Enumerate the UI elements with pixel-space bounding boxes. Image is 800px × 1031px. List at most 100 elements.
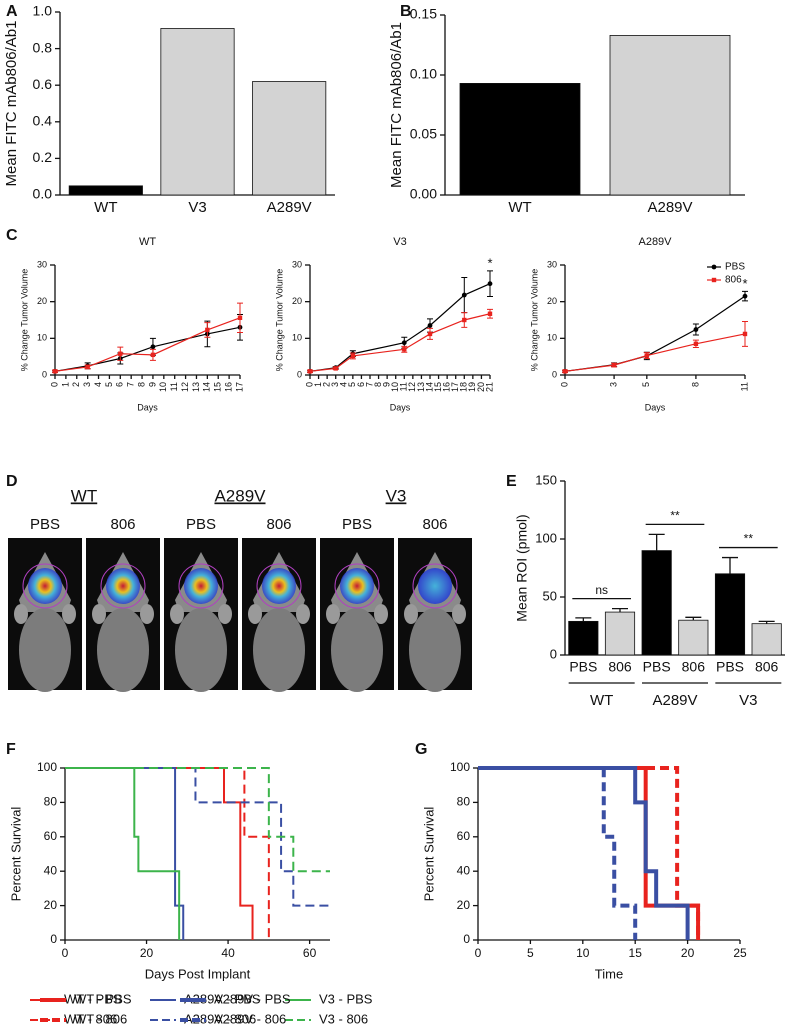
x-tick-label: 12 [407, 382, 417, 392]
point [562, 369, 568, 374]
y-tick-label: 0.4 [33, 113, 53, 129]
bar [160, 28, 235, 196]
bar [678, 619, 709, 656]
y-tick-label: 80 [44, 795, 58, 809]
x-tick-label: 0 [475, 946, 482, 960]
group-label: A289V [652, 692, 697, 709]
x-tick-label: 1 [60, 382, 70, 387]
group-label: A289V [214, 486, 266, 505]
y-tick-label: 80 [457, 795, 471, 809]
point [333, 366, 338, 371]
x-tick-label: 3 [608, 382, 618, 387]
y-axis-label: Percent Survival [421, 807, 436, 902]
point [150, 352, 156, 358]
mouse-shoulder [404, 604, 418, 624]
x-tick-label: 40 [221, 946, 235, 960]
treatment-label: 806 [422, 516, 447, 533]
legend-label: WT - 806 [64, 1011, 117, 1026]
y-axis-label: % Change Tumor Volume [274, 269, 284, 372]
y-tick-label: 0.6 [33, 76, 53, 92]
x-tick-label: 0 [49, 382, 59, 387]
y-tick-label: 0.0 [33, 186, 53, 202]
y-tick-label: 0.05 [410, 126, 437, 142]
x-tick-label: 3 [82, 382, 92, 387]
mouse-shoulder [374, 604, 388, 624]
survival-line [65, 767, 330, 873]
group-label: V3 [386, 486, 407, 505]
chart-title: WT [139, 236, 156, 248]
treatment-label: PBS [186, 516, 216, 533]
point [401, 340, 407, 346]
treatment-label: 806 [110, 516, 135, 533]
x-tick-label: 20 [681, 946, 695, 960]
y-tick-label: 20 [44, 898, 58, 912]
x-tick-label: 5 [641, 382, 651, 387]
survival-line [65, 767, 185, 940]
error-bar [612, 607, 628, 613]
roi-circle [412, 563, 458, 609]
roi-circle [100, 563, 146, 609]
x-tick-label: 5 [527, 946, 534, 960]
y-tick-label: 50 [543, 588, 557, 603]
survival-line [478, 766, 701, 940]
point [644, 353, 650, 358]
x-tick-label: 0 [62, 946, 69, 960]
x-tick-label: 9 [382, 382, 392, 387]
y-tick-label: 20 [292, 296, 302, 306]
x-tick-label: 21 [484, 382, 494, 392]
roi-circle [334, 563, 380, 609]
y-axis-label: % Change Tumor Volume [529, 269, 539, 372]
point [118, 351, 123, 356]
y-axis-label: Mean FITC mAb806/Ab1 [388, 22, 405, 188]
y-axis-label: Mean FITC mAb806/Ab1 [3, 21, 20, 187]
x-tick-label: WT [508, 199, 531, 216]
treatment-label: 806 [266, 516, 291, 533]
x-tick-label: 16 [442, 382, 452, 392]
point [461, 292, 467, 298]
survival-line [65, 767, 181, 940]
panel-label: C [6, 227, 18, 244]
y-axis-label: Mean ROI (pmol) [514, 514, 530, 621]
survival-line [478, 766, 638, 940]
x-tick-label: 4 [339, 382, 349, 387]
y-tick-label: 0.00 [410, 186, 437, 202]
mouse-shoulder [92, 604, 106, 624]
point [52, 369, 58, 374]
panel-label: B [400, 3, 412, 20]
y-tick-label: 20 [37, 296, 47, 306]
mouse-shoulder [248, 604, 262, 624]
x-axis-label: Days Post Implant [145, 966, 251, 981]
bar [252, 81, 327, 196]
x-tick-label: A289V [647, 199, 692, 216]
series-line [54, 317, 241, 372]
treatment-label: PBS [342, 516, 372, 533]
legend-label: A289V - 806 [214, 1011, 286, 1026]
bar [641, 550, 672, 656]
legend-marker [711, 264, 717, 270]
x-tick-label: 15 [213, 382, 223, 392]
x-tick-label: 13 [191, 382, 201, 392]
y-tick-label: 0.8 [33, 39, 53, 55]
series-line [564, 295, 746, 372]
x-tick-label: 3 [330, 382, 340, 387]
mouse-shoulder [140, 604, 154, 624]
point [237, 315, 243, 320]
group-label: WT [590, 692, 613, 709]
y-tick-label: 0 [297, 369, 302, 379]
mouse-shoulder [62, 604, 76, 624]
x-tick-label: 60 [303, 946, 317, 960]
error-bar [648, 533, 665, 551]
bar [68, 185, 143, 196]
point [427, 331, 433, 337]
x-tick-label: 7 [126, 382, 136, 387]
bar [459, 83, 581, 196]
x-tick-label: 8 [690, 382, 700, 387]
legend-marker [711, 277, 717, 283]
legend-label: 806 [725, 275, 742, 286]
error-bar [722, 556, 738, 574]
x-tick-label: 10 [158, 382, 168, 392]
x-tick-label: 8 [136, 382, 146, 387]
y-tick-label: 30 [37, 259, 47, 269]
panel-label: A [6, 3, 18, 20]
